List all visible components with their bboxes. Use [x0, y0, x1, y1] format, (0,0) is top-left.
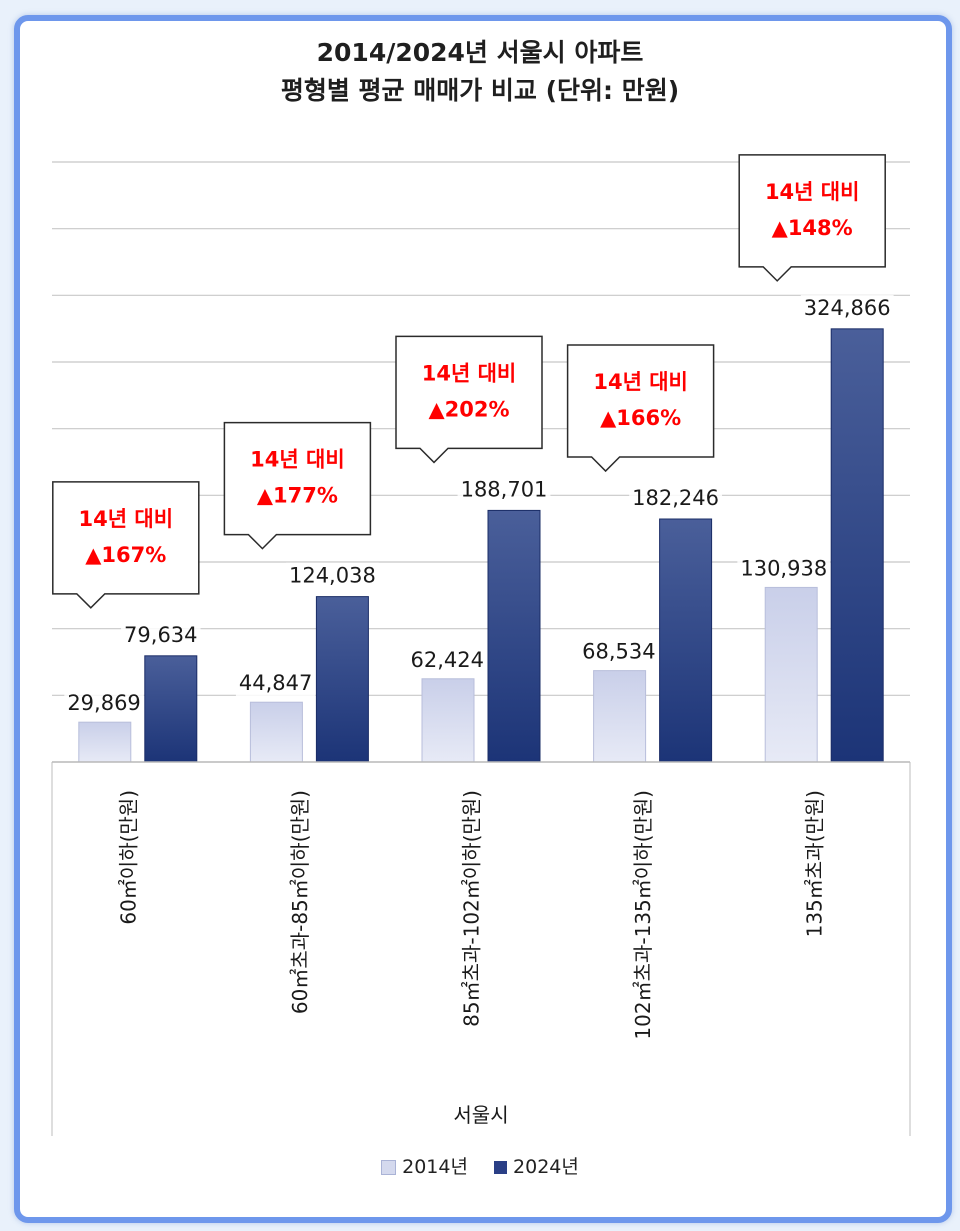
data-label-2014-bg [579, 638, 659, 665]
callout-line-1: 14년 대비 [422, 361, 517, 385]
callout-box [223, 421, 372, 550]
legend-swatch-2024 [494, 1161, 508, 1174]
callout-line-1: 14년 대비 [765, 180, 860, 204]
data-label-2014-bg [64, 690, 144, 717]
bar-2024 [487, 509, 541, 763]
callout-line-2: ▲148% [772, 216, 853, 240]
category-label: 135㎡초과(만원) [803, 790, 827, 937]
data-label-2014-bg [737, 555, 831, 582]
category-label: 60㎡초과-85㎡이하(만원) [288, 790, 312, 1014]
category-label: 102㎡초과-135㎡이하(만원) [631, 790, 655, 1040]
bar-2014 [78, 721, 132, 763]
data-label-2024: 79,634 [124, 623, 197, 647]
bar-2024 [659, 518, 713, 763]
data-label-2024: 182,246 [632, 486, 719, 510]
data-label-2014: 62,424 [411, 648, 484, 672]
data-label-2014-bg [235, 670, 316, 697]
callout-box [52, 481, 200, 609]
data-label-2024-bg [457, 476, 551, 503]
legend-swatch-2014 [381, 1160, 397, 1175]
data-label-2014-bg [407, 646, 487, 673]
callout-line-1: 14년 대비 [250, 448, 345, 472]
data-label-2024: 188,701 [461, 477, 548, 501]
legend: 2014년 2024년 [0, 1152, 960, 1179]
bar-2014 [764, 586, 818, 763]
chart-title: 2014/2024년 서울시 아파트 평형별 평균 매매가 비교 (단위: 만원… [0, 34, 960, 110]
category-label: 60㎡이하(만원) [116, 790, 140, 925]
bar-2014 [421, 678, 475, 763]
title-line-2: 평형별 평균 매매가 비교 (단위: 만원) [280, 76, 680, 105]
legend-item-2024: 2024년 [494, 1152, 579, 1179]
data-label-2014: 68,534 [582, 640, 655, 664]
callout-line-2: ▲166% [600, 406, 681, 430]
data-label-2014: 130,938 [740, 556, 827, 580]
bar-2024 [830, 328, 884, 763]
data-label-2024-bg [285, 562, 379, 589]
callout-line-2: ▲177% [257, 484, 338, 508]
callout-box [738, 154, 886, 282]
callout-box [566, 344, 715, 473]
bar-2014 [593, 670, 647, 763]
data-label-2024: 324,866 [804, 296, 891, 320]
data-label-2024: 124,038 [289, 564, 376, 588]
data-label-2024-bg [121, 621, 201, 648]
callout-box [395, 335, 543, 464]
legend-item-2014: 2014년 [381, 1152, 468, 1179]
callout-line-1: 14년 대비 [79, 507, 174, 531]
bar-2014 [249, 701, 303, 763]
data-label-2024-bg [800, 294, 894, 321]
callout-line-1: 14년 대비 [593, 370, 688, 394]
category-label: 85㎡초과-102㎡이하(만원) [460, 790, 484, 1027]
x-axis-title: 서울시 [453, 1103, 508, 1127]
title-line-1: 2014/2024년 서울시 아파트 [316, 38, 644, 67]
bar-2024 [144, 655, 198, 763]
data-label-2024-bg [629, 485, 723, 512]
callout-line-2: ▲202% [428, 397, 509, 421]
data-label-2014: 44,847 [239, 671, 312, 695]
bar-2024 [315, 596, 369, 763]
legend-label-2014: 2014년 [402, 1156, 468, 1178]
legend-label-2024: 2024년 [513, 1156, 579, 1178]
data-label-2014: 29,869 [67, 691, 140, 715]
callout-line-2: ▲167% [85, 543, 166, 567]
